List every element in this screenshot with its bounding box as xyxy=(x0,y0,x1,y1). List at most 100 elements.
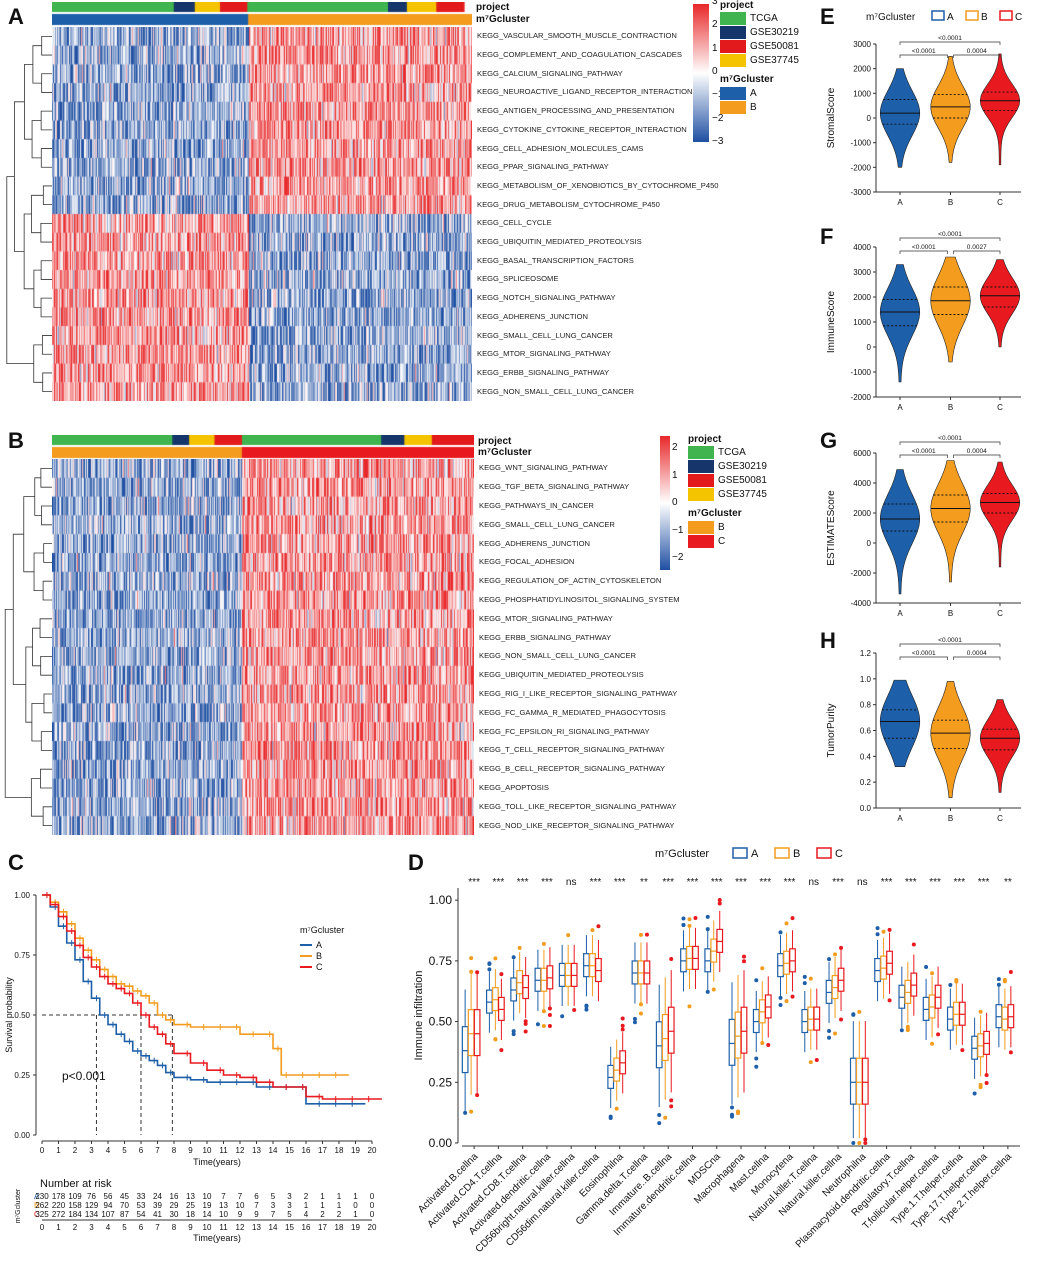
outlier-point xyxy=(972,1091,977,1096)
dend-a-branch xyxy=(40,260,52,280)
risk-table-cell: 184 xyxy=(68,1210,82,1219)
risk-table-cell: 3 xyxy=(287,1192,292,1201)
y-tick-label: 1.00 xyxy=(429,893,453,907)
y-axis-label: Survival probability xyxy=(4,977,14,1053)
outlier-point xyxy=(541,1024,546,1029)
x-tick-label: C xyxy=(997,403,1003,412)
outlier-point xyxy=(996,982,1001,987)
x-tick-label: 3 xyxy=(89,1146,94,1155)
outlier-point xyxy=(984,1073,989,1078)
heatmap-b-row-label: KEGG_WNT_SIGNALING_PATHWAY xyxy=(479,463,608,473)
risk-table-cell: 129 xyxy=(85,1201,99,1210)
dend-a-branch xyxy=(31,120,42,159)
risk-table-ylabel: m⁷Gcluster xyxy=(15,1188,22,1223)
risk-table-cell: 9 xyxy=(254,1210,259,1219)
annotation-bars-a xyxy=(52,2,472,26)
dend-a-branch xyxy=(32,45,42,84)
heatmap-a-legend-title-cluster: m⁷Gcluster xyxy=(720,74,774,85)
heatmap-b-legend-text: GSE50081 xyxy=(718,475,767,486)
y-tick-label: 0.2 xyxy=(860,778,872,787)
panel-label-f: F xyxy=(820,224,834,249)
box-b xyxy=(467,1009,475,1057)
risk-table-cell: 76 xyxy=(87,1192,96,1201)
heatmap-b-legend-project-item: GSE37745 xyxy=(688,488,767,501)
violin-purity: 0.0 0.2 0.4 0.6 0.8 1.0 1.2 TumorPurity A B C <0.00… xyxy=(826,637,1021,823)
risk-table-time: 7 xyxy=(155,1223,160,1232)
outlier-point xyxy=(535,1022,540,1027)
violin-b xyxy=(930,256,971,363)
x-tick-label: 5 xyxy=(122,1146,127,1155)
violin-estimate: -4000 -2000 0 2000 4000 6000 ESTIMATEScore A B C <… xyxy=(826,435,1021,618)
significance-mark: ns xyxy=(566,877,577,888)
comparison-bracket xyxy=(953,656,1001,660)
risk-table-cell: 6 xyxy=(254,1192,259,1201)
box-c xyxy=(667,1006,675,1054)
outlier-point xyxy=(814,1057,819,1062)
outlier-point xyxy=(693,915,698,920)
heatmap-b-scale-tick: −2 xyxy=(672,552,684,563)
risk-table-cell: 29 xyxy=(170,1201,179,1210)
heatmap-b-legend-swatch xyxy=(688,535,714,548)
outlier-point xyxy=(493,1037,498,1042)
y-tick-label: 0.4 xyxy=(860,752,872,761)
dend-b-branch xyxy=(40,731,52,751)
outlier-point xyxy=(778,1003,783,1008)
heatmap-a-row-label: KEGG_NOTCH_SIGNALING_PATHWAY xyxy=(477,293,616,303)
significance-mark: *** xyxy=(784,877,796,888)
outlier-point xyxy=(469,956,474,961)
risk-table-time: 2 xyxy=(73,1223,78,1232)
heatmap-a-row-label: KEGG_DRUG_METABOLISM_CYTOCHROME_P450 xyxy=(477,199,660,209)
risk-table-cell: 5 xyxy=(287,1210,292,1219)
risk-table-time: 15 xyxy=(285,1223,294,1232)
risk-table-cell: 39 xyxy=(153,1201,162,1210)
x-tick-label: 10 xyxy=(203,1146,212,1155)
comparison-bracket xyxy=(899,250,948,254)
risk-table-cell: 18 xyxy=(186,1210,195,1219)
heatmap-a-legend-text: TCGA xyxy=(750,13,778,24)
x-tick-label: B xyxy=(948,198,953,207)
risk-table-time: 11 xyxy=(219,1223,228,1232)
heatmap-a-row-label: KEGG_ERBB_SIGNALING_PATHWAY xyxy=(477,367,610,377)
outlier-point xyxy=(596,924,601,929)
violin-a xyxy=(879,679,921,767)
risk-table-xlabel: Time(years) xyxy=(193,1233,241,1243)
outlier-point xyxy=(754,978,759,983)
significance-mark: *** xyxy=(929,877,941,888)
risk-table-cell: 10 xyxy=(203,1192,212,1201)
risk-table-cell: 158 xyxy=(68,1201,82,1210)
dend-a-branch xyxy=(40,148,52,168)
heatmap-b-legend-swatch xyxy=(688,488,714,501)
panel-label-h: H xyxy=(820,628,836,653)
risk-table-cell: 94 xyxy=(104,1201,113,1210)
risk-table-time: 17 xyxy=(318,1223,327,1232)
y-axis-label: ESTIMATEScore xyxy=(826,490,837,566)
comparison-p-value: 0.0027 xyxy=(967,244,987,251)
x-tick-label: 20 xyxy=(368,1146,377,1155)
heatmap-b-legend-project-item: GSE50081 xyxy=(688,474,767,487)
heatmap-b-row-label: KEGG_B_CELL_RECEPTOR_SIGNALING_PATHWAY xyxy=(479,764,666,774)
risk-table-cell: 7 xyxy=(271,1210,276,1219)
outlier-point xyxy=(930,1041,935,1046)
y-tick-label: 1.00 xyxy=(14,891,30,900)
risk-table-cell: 7 xyxy=(238,1192,243,1201)
risk-table-cell: 1 xyxy=(337,1192,342,1201)
x-axis-label: Time(years) xyxy=(193,1157,241,1167)
risk-table-group: A xyxy=(34,1192,40,1201)
risk-table-cell: 2 xyxy=(320,1210,325,1219)
heatmap-a-legend-swatch xyxy=(720,12,746,25)
outlier-point xyxy=(1002,977,1007,982)
heatmap-b-row-label: KEGG_APOPTOSIS xyxy=(479,783,549,792)
outlier-point xyxy=(475,1093,480,1098)
risk-table-cell: 1 xyxy=(353,1210,358,1219)
y-tick-label: 0.75 xyxy=(14,951,30,960)
outlier-point xyxy=(463,1110,468,1115)
legend-label: B xyxy=(981,12,988,23)
outlier-point xyxy=(827,1035,832,1040)
heatmap-b-legend-cluster-item: B xyxy=(688,521,725,534)
significance-mark: *** xyxy=(954,877,966,888)
outlier-point xyxy=(517,945,522,950)
violin-a xyxy=(879,68,921,168)
x-tick-label: 7 xyxy=(155,1146,160,1155)
x-tick-label: 13 xyxy=(252,1146,261,1155)
heatmap-b-row-label: KEGG_UBIQUITIN_MEDIATED_PROTEOLYSIS xyxy=(479,670,644,680)
